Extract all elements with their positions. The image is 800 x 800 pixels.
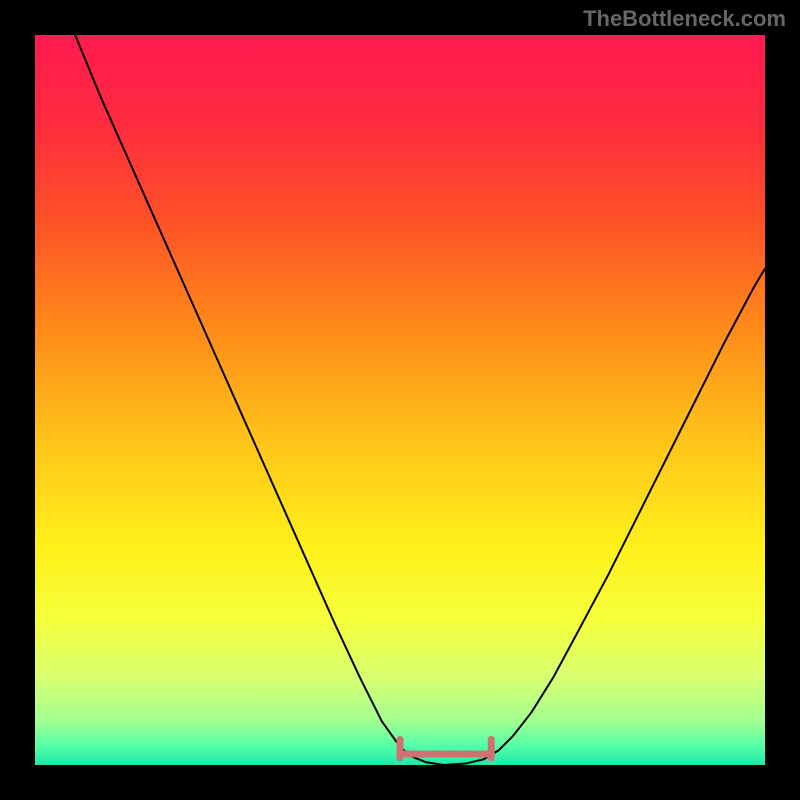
plot-background <box>35 35 765 765</box>
watermark-text: TheBottleneck.com <box>583 6 786 32</box>
chart-svg <box>0 0 800 800</box>
chart-container: TheBottleneck.com <box>0 0 800 800</box>
